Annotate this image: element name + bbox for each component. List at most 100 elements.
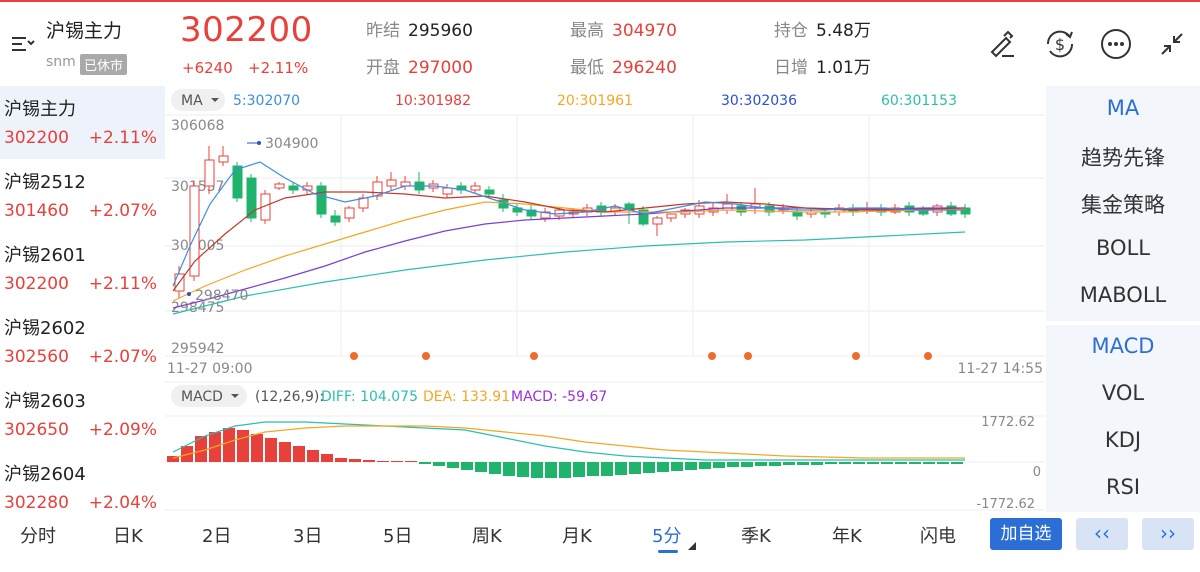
indicator-kdj[interactable]: KDJ — [1104, 428, 1142, 452]
indicator-trend-pioneer[interactable]: 趋势先锋 — [1081, 146, 1165, 170]
currency-exchange-icon[interactable]: $ — [1042, 26, 1078, 62]
macd-bar — [825, 462, 837, 464]
macd-selector[interactable]: MACD — [171, 385, 247, 407]
add-watchlist-button[interactable]: 加自选 — [990, 518, 1062, 550]
macd-bar — [601, 462, 613, 476]
macd-bar — [937, 462, 949, 464]
stat-value: 296240 — [612, 58, 677, 78]
candle-body — [666, 213, 677, 219]
tab-flash[interactable]: 闪电 — [920, 526, 956, 547]
event-markers — [350, 352, 932, 360]
tab-daily[interactable]: 日K — [113, 526, 143, 547]
tab-quarterly[interactable]: 季K — [741, 526, 771, 547]
stat-open: 开盘 297000 — [366, 53, 473, 78]
tab-monthly[interactable]: 月K — [562, 526, 592, 547]
macd-bar — [643, 462, 655, 473]
candle-body — [274, 183, 285, 189]
collapse-icon[interactable] — [1154, 26, 1190, 62]
macd-bar — [573, 462, 585, 477]
candle-body — [372, 181, 383, 197]
indicator-panel: MA 趋势先锋 集金策略 BOLL MABOLL MACD VOL KDJ RS… — [1046, 86, 1200, 512]
macd-bar — [727, 462, 739, 467]
ma-selector[interactable]: MA — [171, 89, 225, 111]
contract-name: 沪锡2603 — [4, 391, 86, 412]
candle-body — [652, 217, 663, 225]
macd-bar — [167, 456, 179, 462]
macd-bar — [755, 462, 767, 466]
macd-bar — [489, 462, 501, 474]
draw-line-icon[interactable] — [984, 26, 1020, 62]
candle-body — [218, 155, 229, 163]
prev-button[interactable]: ‹‹ — [1076, 518, 1128, 550]
active-tab-indicator — [658, 550, 678, 553]
macd-bar — [741, 462, 753, 467]
contract-item[interactable]: 沪锡2604 302280 +2.04% — [0, 451, 165, 524]
ma20-line — [172, 201, 966, 302]
tab-intraday[interactable]: 分时 — [20, 526, 56, 547]
event-dot — [924, 352, 932, 360]
macd-params: (12,26,9): — [255, 389, 324, 405]
chevron-down-icon — [211, 98, 219, 102]
macd-tick-label: 1772.62 — [981, 415, 1035, 430]
macd-diff-line — [172, 421, 965, 461]
macd-dea-line — [172, 425, 965, 459]
indicator-boll[interactable]: BOLL — [1096, 236, 1150, 260]
event-dot — [708, 352, 716, 360]
candle-body — [526, 209, 537, 217]
tab-5day[interactable]: 5日 — [383, 526, 413, 547]
macd-histogram — [167, 428, 963, 478]
quote-header: 沪锡主力 snm 已休市 302200 +6240 +2.11% 昨结 29596… — [0, 0, 1200, 86]
menu-sort-icon[interactable] — [10, 32, 36, 56]
macd-bar — [251, 434, 263, 462]
indicator-maboll[interactable]: MABOLL — [1079, 283, 1167, 307]
macd-tick-label: -1772.62 — [977, 497, 1035, 512]
indicator-rsi[interactable]: RSI — [1105, 475, 1141, 499]
event-dot — [422, 352, 430, 360]
macd-bar — [377, 461, 389, 462]
indicator-vol[interactable]: VOL — [1101, 381, 1145, 405]
candle-body — [189, 185, 200, 277]
indicator-ma[interactable]: MA — [1106, 96, 1140, 120]
kline-chart[interactable]: MA 5:302070 10:301982 20:301961 30:30203… — [165, 86, 1045, 512]
contract-item[interactable]: 沪锡2601 302200 +2.11% — [0, 232, 165, 305]
contract-price: 302650 — [4, 420, 69, 440]
stat-value: 1.01万 — [816, 58, 871, 78]
ma-selector-label: MA — [181, 93, 203, 109]
y-tick-label: 306068 — [171, 118, 224, 134]
tab-weekly[interactable]: 周K — [472, 526, 502, 547]
stat-value: 295960 — [408, 21, 473, 41]
macd-bar — [349, 459, 361, 462]
macd-bar — [475, 462, 487, 472]
more-icon[interactable] — [1098, 26, 1134, 62]
contract-item[interactable]: 沪锡主力 302200 +2.11% — [0, 86, 165, 159]
macd-bar — [223, 428, 235, 462]
macd-bar — [713, 462, 725, 468]
contract-item[interactable]: 沪锡2603 302650 +2.09% — [0, 378, 165, 451]
next-button[interactable]: ›› — [1142, 518, 1194, 550]
contract-item[interactable]: 沪锡2602 302560 +2.07% — [0, 305, 165, 378]
indicator-macd[interactable]: MACD — [1091, 334, 1155, 358]
divider — [1046, 321, 1200, 325]
macd-bar — [811, 462, 823, 465]
macd-bar — [559, 462, 571, 478]
candle-body — [722, 203, 733, 211]
tab-2day[interactable]: 2日 — [202, 526, 232, 547]
tab-3day[interactable]: 3日 — [293, 526, 323, 547]
contract-price: 302560 — [4, 347, 69, 367]
price-change: +6240 — [182, 59, 233, 77]
candle-body — [204, 159, 215, 187]
tab-5min[interactable]: 5分 — [652, 526, 682, 547]
contract-item[interactable]: 沪锡2512 301460 +2.07% — [0, 159, 165, 232]
indicator-fund-strategy[interactable]: 集金策略 — [1081, 193, 1165, 217]
macd-dea: DEA: 133.91 — [423, 389, 510, 405]
macd-bar — [867, 462, 879, 464]
macd-bar — [895, 462, 907, 464]
macd-bar — [769, 462, 781, 466]
macd-bar — [419, 462, 431, 464]
candle-body — [442, 187, 453, 195]
macd-bar — [587, 462, 599, 476]
macd-bar — [881, 462, 893, 464]
tab-yearly[interactable]: 年K — [832, 526, 862, 547]
macd-bar — [503, 462, 515, 476]
macd-bar — [517, 462, 529, 477]
